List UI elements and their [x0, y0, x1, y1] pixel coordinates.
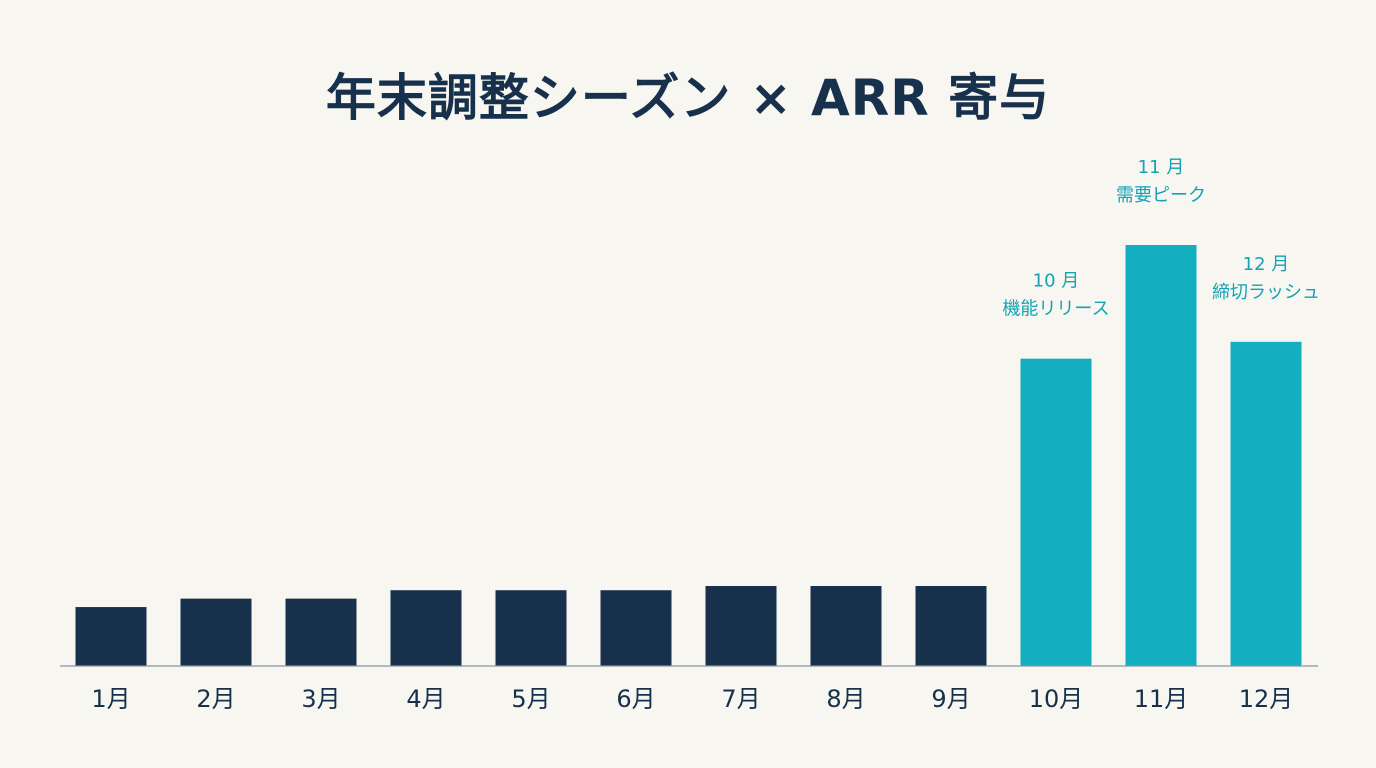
chart-title: 年末調整シーズン × ARR 寄与 — [325, 69, 1051, 127]
annotation-label: 12 月 — [1243, 254, 1290, 275]
annotation-label: 機能リリース — [1002, 299, 1109, 320]
x-tick-label: 6月 — [616, 685, 655, 713]
bar-2 — [180, 598, 252, 666]
bar-11 — [1125, 245, 1197, 666]
bar-12 — [1230, 341, 1302, 666]
x-tick-label: 10月 — [1029, 685, 1084, 713]
bar-10 — [1020, 358, 1092, 666]
bar-4 — [390, 590, 462, 666]
bar-1 — [75, 607, 147, 666]
bar-5 — [495, 590, 567, 666]
bar-7 — [705, 586, 777, 666]
x-tick-label: 11月 — [1134, 685, 1189, 713]
x-tick-label: 7月 — [721, 685, 760, 713]
x-tick-label: 9月 — [931, 685, 970, 713]
x-tick-labels: 1月 2月 3月 4月 5月 6月 7月 8月 9月 10月 11月 12月 — [91, 685, 1293, 713]
annotation-label: 10 月 — [1033, 271, 1080, 292]
annotation-label: 11 月 — [1138, 157, 1185, 178]
bar-6 — [600, 590, 672, 666]
x-tick-label: 5月 — [511, 685, 550, 713]
x-tick-label: 2月 — [196, 685, 235, 713]
x-tick-label: 3月 — [301, 685, 340, 713]
bars-group — [75, 245, 1302, 666]
x-tick-label: 1月 — [91, 685, 130, 713]
bar-9 — [915, 586, 987, 666]
annotation-label: 需要ピーク — [1116, 185, 1206, 206]
x-tick-label: 8月 — [826, 685, 865, 713]
bar-3 — [285, 598, 357, 666]
bar-8 — [810, 586, 882, 666]
x-tick-label: 4月 — [406, 685, 445, 713]
annotation-label: 締切ラッシュ — [1212, 282, 1320, 303]
x-tick-label: 12月 — [1239, 685, 1294, 713]
